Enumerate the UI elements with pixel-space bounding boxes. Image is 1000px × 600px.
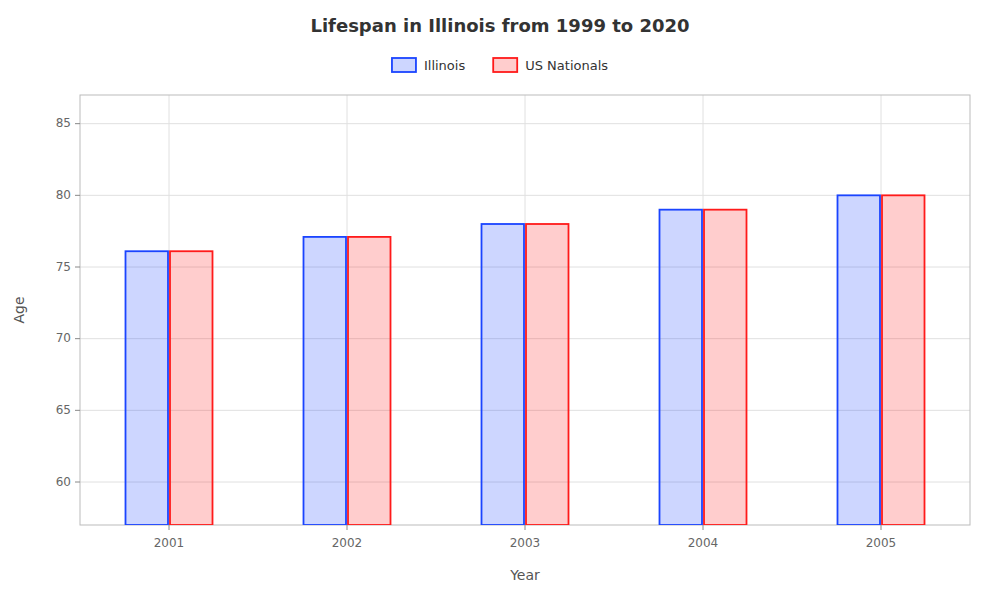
y-tick-label: 65 — [56, 403, 71, 417]
y-tick — [75, 195, 80, 196]
legend-swatch — [493, 58, 517, 72]
legend-item: US Nationals — [493, 58, 608, 73]
chart-container: 60 65 70 75 80 85 2001 2002 2003 2004 2005 Year Age L… — [0, 0, 1000, 600]
x-tick-label: 2004 — [688, 536, 719, 550]
bars — [126, 195, 925, 525]
legend-item: Illinois — [392, 58, 465, 73]
y-axis-label: Age — [11, 296, 27, 323]
x-tick — [347, 525, 348, 530]
bar — [482, 224, 525, 525]
bar — [660, 210, 703, 525]
x-tick-label: 2003 — [510, 536, 541, 550]
bar — [882, 195, 925, 525]
chart-title: Lifespan in Illinois from 1999 to 2020 — [310, 15, 689, 36]
y-tick-label: 75 — [56, 260, 71, 274]
x-axis-label: Year — [509, 567, 540, 583]
bar — [170, 251, 213, 525]
legend-label: US Nationals — [525, 58, 608, 73]
y-tick — [75, 267, 80, 268]
chart-svg: 60 65 70 75 80 85 2001 2002 2003 2004 2005 Year Age L… — [0, 0, 1000, 600]
x-tick-label: 2005 — [866, 536, 897, 550]
y-tick-label: 85 — [56, 116, 71, 130]
bar — [126, 251, 169, 525]
x-tick — [703, 525, 704, 530]
plot-frame — [80, 95, 970, 525]
y-tick — [75, 482, 80, 483]
legend-label: Illinois — [424, 58, 465, 73]
y-tick — [75, 410, 80, 411]
bar — [704, 210, 747, 525]
bar — [838, 195, 881, 525]
x-tick — [169, 525, 170, 530]
x-tick-label: 2001 — [154, 536, 185, 550]
y-tick-label: 70 — [56, 331, 71, 345]
y-axis: 60 65 70 75 80 85 — [56, 116, 80, 488]
y-tick — [75, 338, 80, 339]
y-tick-label: 60 — [56, 475, 71, 489]
y-tick-label: 80 — [56, 188, 71, 202]
bar — [526, 224, 569, 525]
grid — [80, 95, 970, 525]
y-tick — [75, 123, 80, 124]
x-tick — [881, 525, 882, 530]
bar — [304, 237, 347, 525]
x-tick-label: 2002 — [332, 536, 363, 550]
legend: Illinois US Nationals — [392, 58, 608, 73]
x-tick — [525, 525, 526, 530]
legend-swatch — [392, 58, 416, 72]
x-axis: 2001 2002 2003 2004 2005 — [154, 525, 897, 550]
bar — [348, 237, 391, 525]
